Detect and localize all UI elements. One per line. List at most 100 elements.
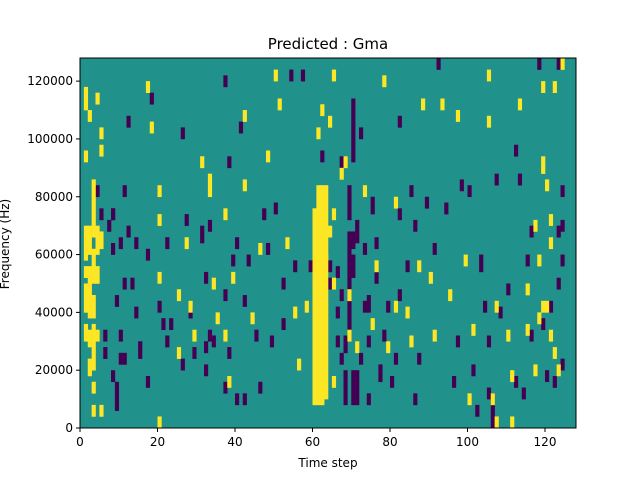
heatmap-cell-low xyxy=(204,341,209,354)
y-tick-label: 60000 xyxy=(35,248,73,262)
heatmap-cell-high xyxy=(486,115,492,128)
heatmap-cell-low xyxy=(157,300,162,313)
heatmap-cell-low xyxy=(180,127,185,140)
heatmap-cell-high xyxy=(494,300,499,313)
heatmap-cell-high xyxy=(362,185,368,198)
heatmap-cell-high xyxy=(541,300,546,313)
heatmap-cell-high xyxy=(231,271,236,284)
heatmap-cell-high xyxy=(331,208,337,221)
heatmap-cell-low xyxy=(479,254,484,273)
heatmap-cell-low xyxy=(374,271,379,284)
heatmap-cell-low xyxy=(262,208,267,221)
heatmap-cell-high xyxy=(393,196,399,209)
heatmap-cell-high xyxy=(316,127,321,140)
heatmap-cell-low xyxy=(122,277,127,290)
heatmap-cell-low xyxy=(118,352,123,365)
heatmap-cell-high xyxy=(541,81,546,93)
heatmap-cell-low xyxy=(328,277,333,290)
heatmap-cell-high xyxy=(517,98,523,111)
heatmap-cell-low xyxy=(200,225,205,244)
heatmap-cell-low xyxy=(111,370,116,383)
heatmap-cell-high xyxy=(339,167,344,180)
heatmap-cell-low xyxy=(281,277,286,290)
heatmap-cell-low xyxy=(355,393,360,406)
heatmap-cell-high xyxy=(343,156,348,169)
heatmap-cell-high xyxy=(316,185,321,406)
heatmap-cell-low xyxy=(413,393,418,406)
heatmap-cell-low xyxy=(269,335,275,348)
heatmap-cell-low xyxy=(339,289,344,302)
heatmap-cell-low xyxy=(335,335,340,348)
heatmap-cell-low xyxy=(95,185,100,198)
heatmap-cell-low xyxy=(339,352,344,365)
heatmap-cell-high xyxy=(490,393,495,406)
heatmap-cell-low xyxy=(246,254,251,267)
heatmap-cell-low xyxy=(165,237,170,250)
heatmap-cell-high xyxy=(95,225,100,255)
heatmap-cell-low xyxy=(204,271,209,284)
x-tick-label: 120 xyxy=(534,435,557,449)
heatmap-cell-low xyxy=(459,179,464,192)
heatmap-cell-low xyxy=(397,115,402,128)
heatmap-cell-low xyxy=(293,260,298,273)
heatmap-cell-low xyxy=(417,352,422,365)
heatmap-cell-high xyxy=(421,98,426,111)
heatmap-cell-low xyxy=(149,92,154,105)
x-axis-label: Time step xyxy=(297,456,357,470)
heatmap-cell-high xyxy=(250,312,255,325)
heatmap-cell-low xyxy=(320,150,325,163)
heatmap-cell-high xyxy=(328,225,333,238)
heatmap-cell-low xyxy=(556,277,561,290)
heatmap-cell-low xyxy=(498,306,503,319)
heatmap-cell-low xyxy=(560,254,565,267)
heatmap-cell-low xyxy=(227,156,232,169)
heatmap-cell-high xyxy=(157,185,162,198)
heatmap-cell-low xyxy=(227,347,232,359)
heatmap-cell-low xyxy=(486,335,492,348)
heatmap-cell-high xyxy=(525,283,530,296)
heatmap-cell-low xyxy=(242,393,247,406)
plot-area xyxy=(79,57,577,429)
heatmap-cell-low xyxy=(103,347,108,359)
heatmap-cell-high xyxy=(347,289,352,302)
heatmap-cell-low xyxy=(335,306,340,319)
heatmap-cell-high xyxy=(145,81,151,93)
heatmap-cell-low xyxy=(169,318,174,331)
heatmap-cell-low xyxy=(118,237,123,250)
heatmap-cell-high xyxy=(405,306,410,319)
heatmap-cell-high xyxy=(207,185,213,198)
heatmap-cell-low xyxy=(328,260,333,273)
heatmap-cell-high xyxy=(537,254,542,267)
heatmap-cell-low xyxy=(207,219,213,232)
heatmap-cell-low xyxy=(134,306,139,319)
heatmap-cell-low xyxy=(432,243,437,255)
heatmap-cell-low xyxy=(545,370,550,383)
y-tick-label: 80000 xyxy=(35,190,73,204)
heatmap-cell-low xyxy=(514,144,519,157)
heatmap-cell-low xyxy=(351,98,356,163)
heatmap-cell-low xyxy=(366,295,371,313)
heatmap-cell-high xyxy=(91,381,96,394)
heatmap-cell-high xyxy=(510,416,515,429)
x-tick-label: 20 xyxy=(150,435,165,449)
heatmap-cell-low xyxy=(114,295,120,307)
heatmap-cell-high xyxy=(176,289,182,302)
x-tick-label: 0 xyxy=(76,435,84,449)
x-tick-label: 80 xyxy=(382,435,397,449)
heatmap-cell-low xyxy=(254,329,259,342)
heatmap-cell-high xyxy=(382,75,387,88)
heatmap-cell-low xyxy=(409,185,414,198)
heatmap-cell-high xyxy=(242,110,247,122)
heatmap-cell-low xyxy=(362,243,368,255)
heatmap-cell-low xyxy=(258,381,263,394)
heatmap-cell-high xyxy=(417,260,422,273)
heatmap-cell-high xyxy=(223,329,228,342)
heatmap-cell-high xyxy=(207,173,213,186)
heatmap-cell-low xyxy=(138,341,143,359)
heatmap-cell-high xyxy=(548,329,554,342)
heatmap-cell-high xyxy=(471,323,476,336)
heatmap-cell-high xyxy=(99,231,104,250)
heatmap-cell-high xyxy=(91,295,96,319)
y-tick-label: 0 xyxy=(65,421,73,435)
heatmap-cell-high xyxy=(455,110,461,122)
